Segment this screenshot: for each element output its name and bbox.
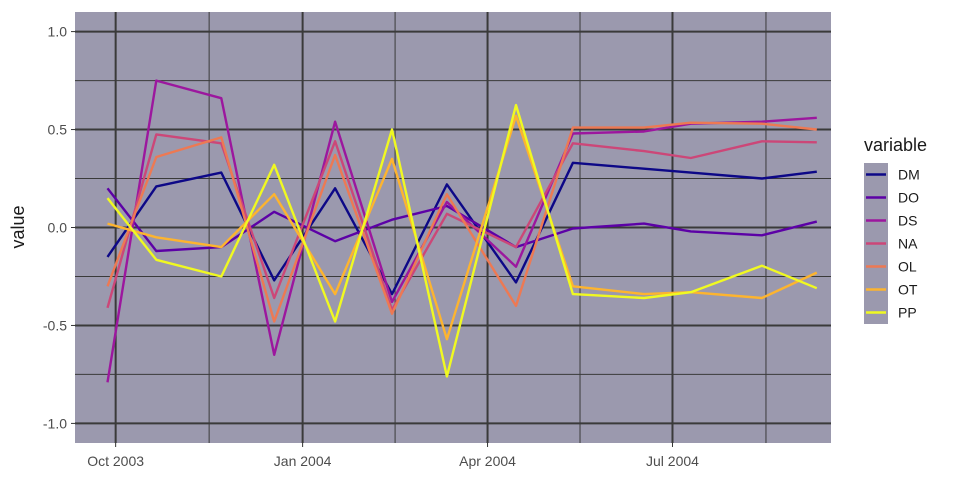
- legend-label-ot: OT: [898, 282, 918, 298]
- legend-label-dm: DM: [898, 167, 920, 183]
- y-tick-label: -1.0: [43, 415, 67, 431]
- legend-label-do: DO: [898, 190, 919, 206]
- legend: variable DM DO DS NA OL OT PP: [864, 135, 927, 324]
- series-lines: [106, 79, 818, 383]
- x-tick-label: Jul 2004: [646, 453, 699, 469]
- series-line-pp: [106, 103, 818, 378]
- x-tick-label: Jan 2004: [274, 453, 332, 469]
- y-axis-ticks: -1.0 -0.5 0.0 0.5 1.0: [43, 24, 75, 431]
- x-axis-ticks: Oct 2003 Jan 2004 Apr 2004 Jul 2004: [87, 443, 699, 469]
- y-tick-label: 0.5: [48, 122, 68, 138]
- legend-title: variable: [864, 135, 927, 155]
- y-tick-label: 1.0: [48, 24, 68, 40]
- y-axis-title: value: [8, 205, 28, 248]
- legend-items: DM DO DS NA OL OT PP: [864, 163, 920, 324]
- legend-label-ol: OL: [898, 259, 917, 275]
- legend-label-na: NA: [898, 236, 918, 252]
- x-tick-label: Apr 2004: [459, 453, 516, 469]
- legend-label-ds: DS: [898, 213, 917, 229]
- legend-label-pp: PP: [898, 305, 917, 321]
- y-tick-label: -0.5: [43, 317, 67, 333]
- series-line-na: [106, 133, 817, 311]
- y-tick-label: 0.0: [48, 220, 68, 236]
- series-line-dm: [106, 161, 817, 296]
- x-tick-label: Oct 2003: [87, 453, 144, 469]
- series-line-ol: [106, 121, 817, 323]
